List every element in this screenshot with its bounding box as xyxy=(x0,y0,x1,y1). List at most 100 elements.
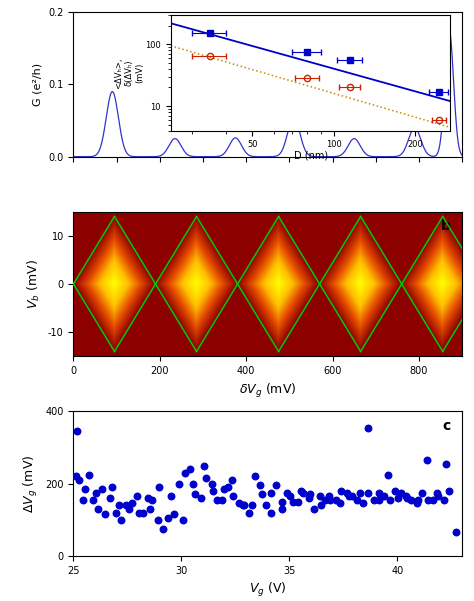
Y-axis label: $V_b$ (mV): $V_b$ (mV) xyxy=(27,259,43,309)
Point xyxy=(239,501,247,510)
Point xyxy=(246,508,253,517)
Point xyxy=(146,504,154,514)
Point xyxy=(419,488,426,498)
Point xyxy=(316,492,323,501)
Point xyxy=(154,515,162,525)
Point xyxy=(251,472,259,481)
Point xyxy=(442,459,450,469)
Point xyxy=(300,488,307,498)
Y-axis label: G (e²/h): G (e²/h) xyxy=(33,63,43,106)
Point xyxy=(440,495,447,505)
Point xyxy=(98,484,105,494)
Point xyxy=(375,495,383,505)
Point xyxy=(101,510,109,519)
Point xyxy=(298,486,305,496)
Point xyxy=(256,481,264,490)
Point xyxy=(278,497,286,507)
Point xyxy=(343,488,350,498)
Point xyxy=(310,504,318,514)
Point xyxy=(326,492,333,501)
Point xyxy=(345,492,353,501)
Point xyxy=(190,479,197,489)
Point xyxy=(167,492,174,501)
Point xyxy=(403,493,411,503)
Point xyxy=(397,488,404,498)
Point xyxy=(423,456,430,465)
Point xyxy=(337,486,345,496)
Point xyxy=(402,492,410,501)
Point xyxy=(283,488,291,498)
Point xyxy=(395,493,402,503)
Point xyxy=(356,488,364,498)
Point xyxy=(85,470,92,480)
Point xyxy=(240,501,248,510)
Point xyxy=(287,492,294,501)
Point xyxy=(384,470,392,480)
Text: c: c xyxy=(442,418,450,433)
Point xyxy=(80,495,87,505)
Point xyxy=(72,472,80,481)
Point xyxy=(370,495,377,505)
Point xyxy=(170,510,178,519)
Text: a: a xyxy=(441,19,450,33)
Point xyxy=(365,423,372,432)
Text: b: b xyxy=(441,219,450,233)
Point xyxy=(414,495,422,505)
Point xyxy=(413,499,420,508)
Point xyxy=(332,495,339,505)
Point xyxy=(262,501,269,510)
Point xyxy=(229,492,237,501)
Point xyxy=(75,475,82,485)
Point xyxy=(94,504,102,514)
Point xyxy=(123,501,130,510)
Point xyxy=(392,486,399,496)
Point xyxy=(197,493,205,503)
Point xyxy=(89,495,97,505)
Point xyxy=(365,488,372,498)
Point xyxy=(219,495,226,505)
Point xyxy=(235,499,242,508)
Point xyxy=(408,495,415,505)
Point xyxy=(248,501,255,510)
Point xyxy=(117,515,125,525)
Point xyxy=(191,490,199,499)
Point xyxy=(348,492,356,501)
Point xyxy=(375,488,383,498)
Point xyxy=(228,475,236,485)
Point xyxy=(148,495,156,505)
Point xyxy=(125,504,132,514)
Point xyxy=(306,490,314,499)
Point xyxy=(139,508,146,517)
Point xyxy=(208,479,216,489)
Point xyxy=(381,492,388,501)
Point xyxy=(278,504,286,514)
Point xyxy=(321,495,329,505)
Point xyxy=(435,492,442,501)
Point xyxy=(128,499,136,508)
Point xyxy=(220,484,228,494)
Point xyxy=(112,508,119,517)
Point xyxy=(294,497,302,507)
Point xyxy=(115,501,123,510)
Point xyxy=(386,495,393,505)
Point xyxy=(181,468,189,478)
Point xyxy=(452,528,459,537)
Point xyxy=(327,495,334,505)
Point xyxy=(186,465,194,474)
Point xyxy=(429,495,437,505)
Point xyxy=(213,495,221,505)
Point xyxy=(175,479,183,489)
Point xyxy=(159,524,167,534)
Point xyxy=(434,488,441,498)
Y-axis label: $\Delta V_g$ (mV): $\Delta V_g$ (mV) xyxy=(22,454,40,513)
Point xyxy=(144,493,152,503)
Point xyxy=(164,513,172,523)
Point xyxy=(289,497,296,507)
Point xyxy=(136,508,143,517)
Point xyxy=(155,483,163,492)
Point xyxy=(92,488,100,498)
Point xyxy=(209,486,217,496)
Point xyxy=(259,490,266,499)
Point xyxy=(446,486,453,496)
Point xyxy=(424,495,431,505)
